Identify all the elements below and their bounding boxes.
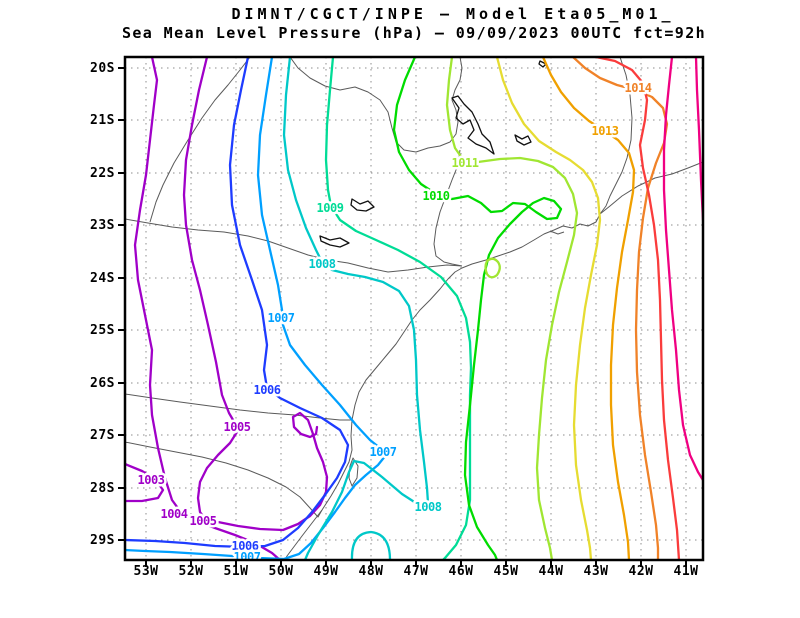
contour-line-1008: [282, 58, 430, 559]
lon-tick-label: 47W: [404, 564, 429, 579]
contour-value-label: 1008: [415, 500, 442, 514]
contour-line-1012: [496, 58, 602, 559]
x-axis-labels: 53W 52W 51W 50W 49W 48W 47W 46W 45W 44W 43W 42W 41W: [134, 564, 699, 579]
contour-value-label: 1010: [423, 189, 450, 203]
chart-title: DIMNT/CGCT/INPE – Model Eta05_M01_: [231, 5, 674, 23]
contour-value-label: 1006: [232, 539, 259, 553]
contour-line-1013: [542, 58, 636, 559]
lon-tick-label: 50W: [269, 564, 294, 579]
contour-line-1009: [324, 58, 473, 559]
axis-ticks: [118, 67, 687, 567]
contour-line-1014: [572, 58, 669, 559]
contour-value-label: 1013: [592, 124, 619, 138]
contour-value-label: 1005: [224, 420, 251, 434]
contour-loop-1011: [484, 257, 501, 279]
lat-tick-label: 27S: [90, 428, 115, 443]
lon-tick-label: 48W: [359, 564, 384, 579]
contour-line-1007: [126, 58, 388, 559]
lon-tick-label: 49W: [314, 564, 339, 579]
contour-line-1005: [182, 58, 329, 532]
contour-line-1004: [133, 58, 281, 559]
latlon-grid: [126, 58, 702, 559]
contour-line-1006: [126, 58, 350, 549]
contour-value-label: 1004: [161, 507, 188, 521]
lat-tick-label: 29S: [90, 533, 115, 548]
lat-tick-label: 26S: [90, 376, 115, 391]
contour-value-label: 1006: [254, 383, 281, 397]
contour-value-label: 1007: [268, 311, 295, 325]
lon-tick-label: 46W: [449, 564, 474, 579]
lon-tick-label: 52W: [179, 564, 204, 579]
y-axis-labels: 20S 21S 22S 23S 24S 25S 26S 27S 28S 29S: [90, 61, 115, 548]
contour-value-label: 1009: [317, 201, 344, 215]
lon-tick-label: 44W: [539, 564, 564, 579]
contour-line-1010: [392, 58, 563, 559]
contour-line-1003: [126, 463, 165, 503]
coastline: [284, 161, 702, 559]
lat-tick-label: 21S: [90, 113, 115, 128]
contour-line-1016: [662, 58, 702, 481]
lat-tick-label: 25S: [90, 323, 115, 338]
lon-tick-label: 41W: [674, 564, 699, 579]
lakes: [319, 60, 547, 248]
contour-pocket-1008: [350, 530, 392, 559]
map-frame: [123, 55, 705, 562]
lat-tick-label: 20S: [90, 61, 115, 76]
contour-line-1011: [445, 58, 579, 559]
state-borders: [126, 58, 633, 518]
contour-value-label: 1011: [452, 156, 479, 170]
contour-value-label: 1007: [370, 445, 397, 459]
lon-tick-label: 51W: [224, 564, 249, 579]
contour-value-label: 1014: [625, 81, 652, 95]
contour-line-1017: [694, 58, 702, 221]
contour-value-label: 1008: [309, 257, 336, 271]
contour-value-label: 1005: [190, 514, 217, 528]
contour-lines: [126, 58, 702, 559]
lat-tick-label: 28S: [90, 481, 115, 496]
chart-subtitle: Sea Mean Level Pressure (hPa) – 09/09/20…: [122, 24, 706, 42]
lat-tick-label: 22S: [90, 166, 115, 181]
contour-value-label: 1007: [234, 550, 261, 564]
lat-tick-label: 23S: [90, 218, 115, 233]
lon-tick-label: 45W: [494, 564, 519, 579]
contour-value-label: 1003: [138, 473, 165, 487]
lon-tick-label: 43W: [584, 564, 609, 579]
lon-tick-label: 42W: [629, 564, 654, 579]
contour-line-1015: [595, 58, 681, 559]
lon-tick-label: 53W: [134, 564, 159, 579]
lat-tick-label: 24S: [90, 271, 115, 286]
